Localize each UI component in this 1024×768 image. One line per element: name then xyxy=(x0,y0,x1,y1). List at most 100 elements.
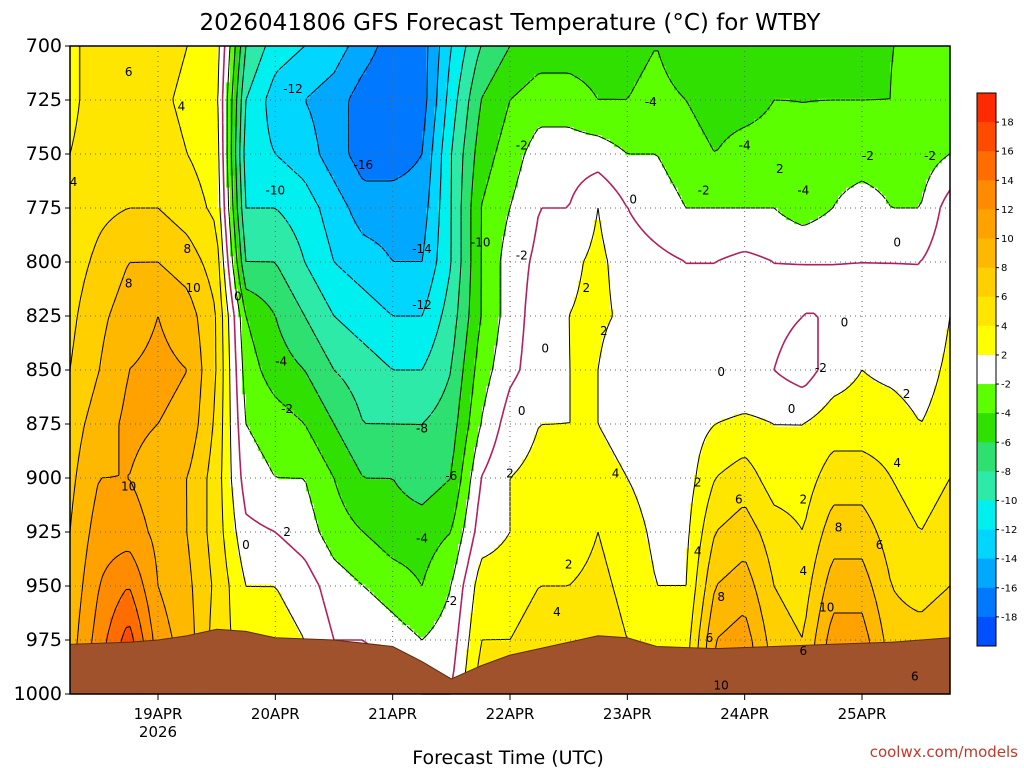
field-cell xyxy=(822,102,827,108)
field-cell xyxy=(138,46,143,51)
field-cell xyxy=(586,118,591,124)
field-cell xyxy=(266,66,271,71)
field-cell xyxy=(566,106,571,112)
field-cell xyxy=(206,74,211,79)
field-cell xyxy=(670,54,675,59)
field-cell xyxy=(374,66,379,71)
field-cell xyxy=(166,94,171,100)
field-cell xyxy=(74,110,79,116)
field-cell xyxy=(466,131,471,136)
field-cell xyxy=(598,74,603,79)
field-cell xyxy=(750,66,755,71)
field-cell xyxy=(114,98,119,104)
field-cell xyxy=(850,94,855,100)
field-cell xyxy=(478,58,483,63)
field-cell xyxy=(814,78,819,84)
field-cell xyxy=(354,54,359,59)
field-cell xyxy=(174,127,179,132)
field-cell xyxy=(250,86,255,92)
field-cell xyxy=(254,90,259,96)
field-cell xyxy=(874,131,879,136)
field-cell xyxy=(490,58,495,63)
field-cell xyxy=(470,94,475,100)
field-cell xyxy=(766,58,771,63)
field-cell xyxy=(366,58,371,63)
field-cell xyxy=(810,106,815,112)
field-cell xyxy=(554,66,559,71)
field-cell xyxy=(122,127,127,132)
field-cell xyxy=(526,94,531,100)
field-cell xyxy=(102,70,107,75)
field-cell xyxy=(342,46,347,51)
field-cell xyxy=(746,114,751,120)
field-cell xyxy=(658,131,663,136)
field-cell xyxy=(82,86,87,92)
field-cell xyxy=(282,90,287,96)
field-cell xyxy=(822,127,827,132)
field-cell xyxy=(874,46,879,51)
field-cell xyxy=(82,98,87,104)
field-cell xyxy=(210,94,215,100)
field-cell xyxy=(286,54,291,59)
field-cell xyxy=(262,54,267,59)
field-cell xyxy=(514,131,519,136)
field-cell xyxy=(722,58,727,63)
field-cell xyxy=(378,50,383,55)
field-cell xyxy=(398,78,403,84)
field-cell xyxy=(466,118,471,124)
field-cell xyxy=(838,58,843,63)
field-cell xyxy=(682,94,687,100)
field-cell xyxy=(490,102,495,108)
field-cell xyxy=(146,102,151,108)
field-cell xyxy=(266,106,271,112)
field-cell xyxy=(706,110,711,116)
field-cell xyxy=(498,50,503,55)
field-cell xyxy=(74,58,79,63)
field-cell xyxy=(754,122,759,128)
field-cell xyxy=(666,58,671,63)
field-cell xyxy=(750,58,755,63)
field-cell xyxy=(342,118,347,124)
field-cell xyxy=(758,90,763,96)
field-cell xyxy=(646,118,651,124)
field-cell xyxy=(366,70,371,75)
field-cell xyxy=(778,98,783,104)
field-cell xyxy=(294,50,299,55)
field-cell xyxy=(894,86,899,92)
field-cell xyxy=(430,90,435,96)
field-cell xyxy=(186,54,191,59)
field-cell xyxy=(190,78,195,84)
field-cell xyxy=(722,102,727,108)
field-cell xyxy=(326,62,331,67)
field-cell xyxy=(134,98,139,104)
field-cell xyxy=(362,86,367,92)
field-cell xyxy=(898,110,903,116)
field-cell xyxy=(886,70,891,75)
field-cell xyxy=(566,86,571,92)
field-cell xyxy=(938,114,943,120)
field-cell xyxy=(798,50,803,55)
field-cell xyxy=(674,102,679,108)
field-cell xyxy=(394,78,399,84)
field-cell xyxy=(670,62,675,67)
field-cell xyxy=(538,66,543,71)
field-cell xyxy=(710,131,715,136)
field-cell xyxy=(738,94,743,100)
field-cell xyxy=(578,114,583,120)
field-cell xyxy=(754,82,759,88)
field-cell xyxy=(870,50,875,55)
field-cell xyxy=(206,86,211,92)
field-cell xyxy=(134,46,139,51)
field-cell xyxy=(666,66,671,71)
field-cell xyxy=(450,70,455,75)
field-cell xyxy=(462,66,467,71)
field-cell xyxy=(602,58,607,63)
field-cell xyxy=(118,102,123,108)
field-cell xyxy=(586,127,591,132)
field-cell xyxy=(126,62,131,67)
field-cell xyxy=(726,74,731,79)
field-cell xyxy=(82,62,87,67)
field-cell xyxy=(746,66,751,71)
field-cell xyxy=(310,131,315,136)
field-cell xyxy=(218,86,223,92)
